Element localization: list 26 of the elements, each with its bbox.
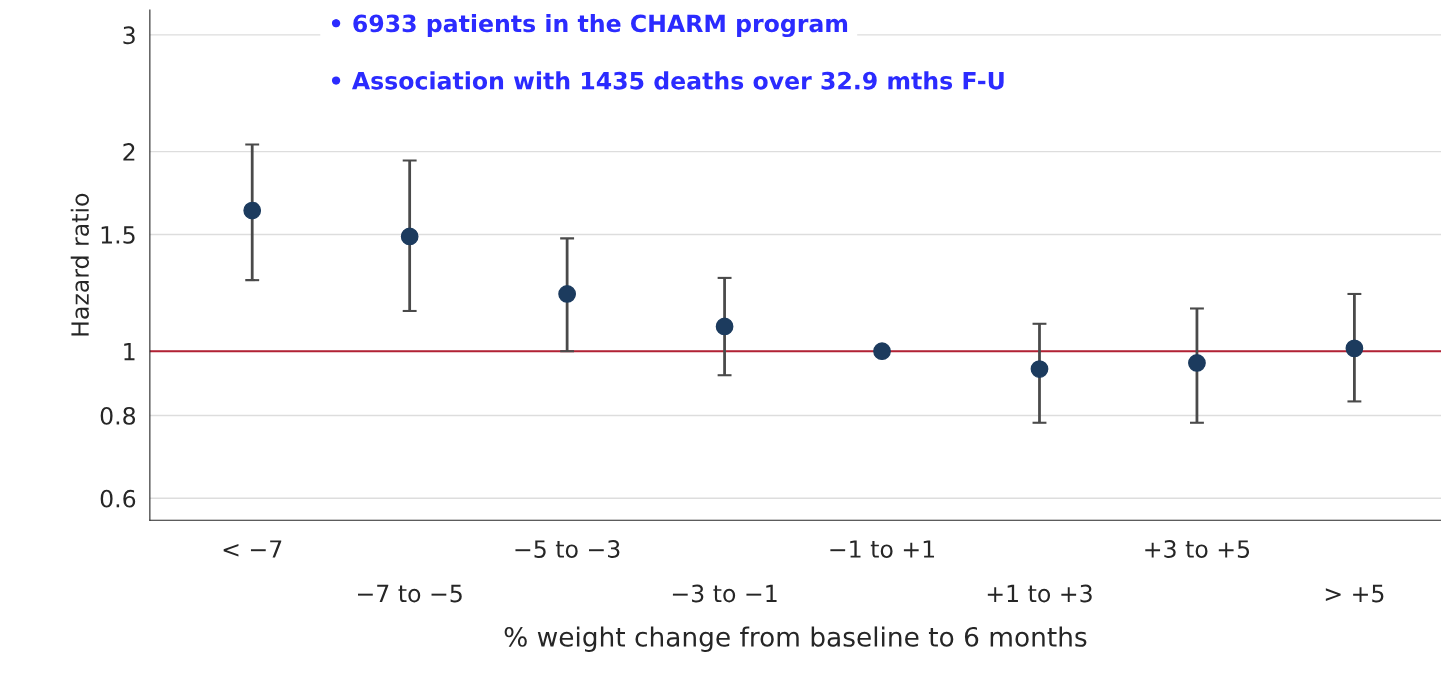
point <box>558 285 576 303</box>
x-tick-label: < −7 <box>223 540 282 558</box>
annotation: • Association with 1435 deaths over 32.9 mths F-U <box>331 71 1004 90</box>
y-axis-title: Hazard ratio <box>70 193 89 336</box>
x-tick-label: +3 to +5 <box>1145 540 1250 558</box>
point <box>1345 339 1364 358</box>
x-tick-label: −3 to −1 <box>672 584 777 603</box>
point <box>400 227 419 246</box>
annotation: • 6933 patients in the CHARM program <box>331 14 848 38</box>
x-tick-label: > +5 <box>1325 584 1384 603</box>
y-tick-label: 1.5 <box>101 226 135 244</box>
x-tick-label: −7 to −5 <box>358 584 462 603</box>
point <box>873 342 891 361</box>
y-tick-label: 1 <box>124 342 135 361</box>
y-tick-label: 0.6 <box>100 489 136 508</box>
y-tick-label: 0.8 <box>100 406 136 425</box>
point <box>1030 360 1049 378</box>
point <box>715 317 734 336</box>
x-tick-label: −5 to −3 <box>515 540 620 558</box>
y-tick-label: 3 <box>123 26 135 45</box>
x-tick-label: −1 to +1 <box>830 540 935 558</box>
x-tick-label: +1 to +3 <box>987 584 1092 603</box>
y-tick-label: 2 <box>123 143 135 161</box>
point <box>243 201 262 220</box>
x-axis-title: % weight change from baseline to 6 months <box>504 626 1087 652</box>
point <box>1188 354 1206 372</box>
